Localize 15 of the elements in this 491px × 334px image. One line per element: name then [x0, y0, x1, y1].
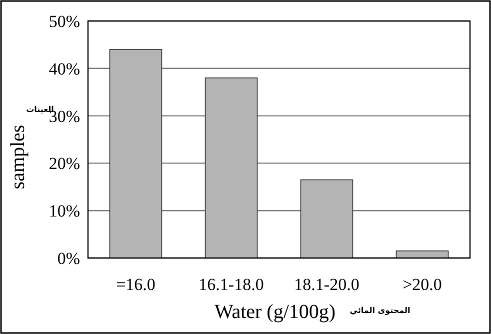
y-tick-label: 20% — [48, 154, 80, 174]
y-tick-label: 0% — [57, 249, 80, 268]
y-tick-label: 50% — [48, 12, 80, 31]
y-tick-label: 10% — [48, 202, 80, 221]
x-tick-label: 18.1-20.0 — [294, 275, 360, 294]
bar — [109, 49, 162, 258]
x-tick-label: =16.0 — [116, 275, 156, 294]
x-tick-label: >20.0 — [402, 275, 442, 294]
x-tick-label: 16.1-18.0 — [198, 275, 264, 294]
bar — [300, 179, 354, 258]
text: المحتوى المائي — [350, 306, 410, 315]
bar — [204, 77, 258, 258]
y-tick-label: 40% — [48, 59, 80, 78]
x-axis-title: Water (g/100g) — [214, 301, 336, 323]
y-axis-title: samples — [7, 124, 29, 190]
